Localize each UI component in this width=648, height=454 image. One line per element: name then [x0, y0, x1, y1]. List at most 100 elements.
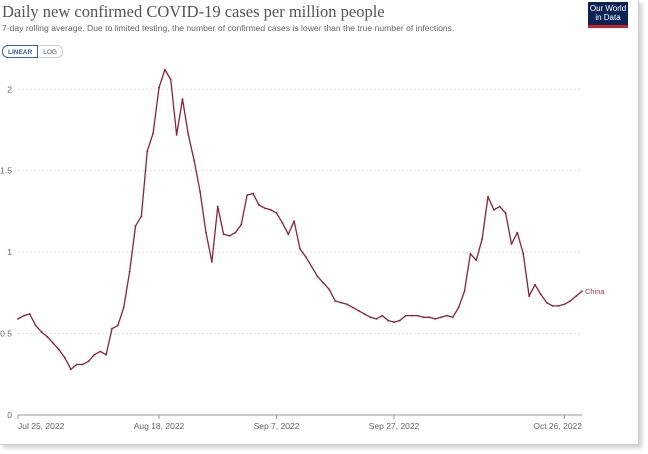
data-point [463, 290, 466, 293]
data-point [498, 205, 501, 208]
data-point [545, 301, 548, 304]
data-point [539, 293, 542, 296]
data-point [299, 247, 301, 250]
data-point [351, 306, 354, 309]
data-point [222, 233, 225, 236]
data-point [175, 133, 178, 136]
data-point [357, 309, 360, 312]
series-label: China [585, 287, 605, 296]
data-point [504, 212, 507, 214]
data-point [398, 319, 401, 322]
data-point [257, 204, 260, 206]
data-point [487, 195, 489, 198]
data-point [87, 360, 90, 363]
data-point [451, 316, 454, 319]
data-point [422, 316, 425, 319]
x-tick-label: Aug 18, 2022 [134, 421, 185, 431]
scale-toggle: LINEAR LOG [2, 45, 63, 58]
data-point [228, 234, 231, 237]
y-tick-label: 0 [7, 410, 12, 420]
data-point [163, 68, 166, 71]
data-point [111, 327, 113, 330]
data-point [216, 205, 219, 208]
data-point [551, 304, 554, 307]
y-tick-label: 1.5 [0, 166, 12, 176]
data-point [492, 208, 495, 211]
data-point [187, 133, 190, 136]
data-point [134, 225, 137, 227]
data-point [116, 324, 119, 327]
data-point [534, 283, 536, 286]
data-point [252, 192, 254, 195]
y-tick-label: 2 [7, 84, 12, 94]
data-point [475, 259, 478, 262]
data-point [281, 221, 284, 224]
data-point [322, 282, 325, 284]
data-point [528, 295, 531, 298]
data-point [393, 321, 395, 324]
linear-toggle-button[interactable]: LINEAR [2, 45, 39, 58]
data-point [428, 316, 431, 319]
data-point [340, 301, 343, 304]
data-point [510, 243, 513, 245]
data-point [140, 215, 143, 218]
data-point [304, 256, 307, 258]
data-point [457, 306, 460, 309]
data-point [17, 318, 19, 320]
data-point [445, 314, 448, 317]
chart-subtitle: 7-day rolling average. Due to limited te… [2, 23, 455, 33]
data-point [122, 306, 125, 309]
data-point [569, 300, 572, 302]
data-point [234, 231, 237, 234]
data-point [516, 231, 519, 234]
data-point [99, 350, 102, 353]
data-point [22, 314, 25, 317]
logo-line-2: in Data [595, 13, 621, 22]
data-point [293, 220, 296, 223]
x-tick-label: Oct 26, 2022 [533, 421, 582, 431]
data-point [416, 314, 419, 317]
data-point [387, 319, 390, 322]
data-point [404, 314, 407, 317]
data-point [152, 132, 155, 135]
data-point [128, 270, 131, 273]
data-point [334, 300, 337, 302]
data-point [52, 342, 55, 345]
data-point [34, 324, 37, 327]
data-point [269, 208, 272, 211]
data-point [469, 252, 472, 255]
data-point [563, 303, 566, 306]
data-point [575, 295, 578, 298]
data-point [287, 233, 290, 236]
owid-logo[interactable]: Our World in Data [588, 2, 628, 28]
data-point [146, 150, 149, 153]
data-point [275, 212, 278, 214]
data-point [64, 357, 66, 359]
data-point [363, 313, 366, 315]
data-point [240, 223, 243, 226]
data-point [263, 207, 266, 210]
data-point [440, 316, 442, 319]
data-point [205, 231, 207, 234]
data-point [40, 331, 43, 333]
data-point [522, 252, 525, 255]
data-point [369, 316, 372, 319]
data-point [210, 261, 213, 263]
data-point [181, 98, 184, 100]
data-point [581, 290, 583, 293]
data-point [481, 238, 484, 241]
data-point [58, 348, 61, 351]
data-point [381, 314, 384, 317]
data-point [81, 363, 84, 366]
log-toggle-button[interactable]: LOG [38, 45, 63, 58]
data-point [169, 78, 172, 81]
data-point [69, 368, 72, 371]
data-point [105, 353, 108, 356]
data-point [434, 318, 437, 320]
y-tick-label: 0.5 [0, 329, 12, 339]
data-point [328, 288, 331, 291]
data-point [410, 314, 413, 317]
data-point [93, 353, 96, 356]
logo-line-1: Our World [589, 4, 627, 13]
